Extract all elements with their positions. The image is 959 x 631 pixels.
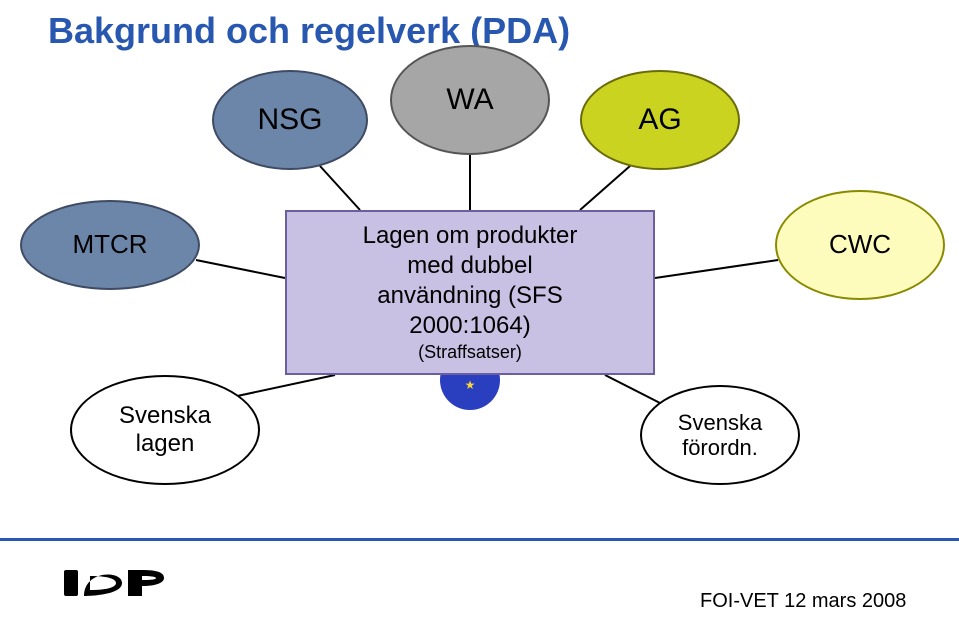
node-ag: AG <box>580 70 740 170</box>
node-label: WA <box>446 83 493 118</box>
node-label: Svenskalagen <box>119 402 211 457</box>
footer-text: FOI-VET 12 mars 2008 <box>700 590 906 613</box>
center-line-4: 2000:1064) <box>409 311 530 341</box>
node-label: NSG <box>257 103 322 138</box>
node-svenska-forordn: Svenskaförordn. <box>640 385 800 485</box>
center-line-2: med dubbel <box>407 251 532 281</box>
center-line-1: Lagen om produkter <box>363 221 578 251</box>
node-label: AG <box>638 103 681 138</box>
slide: Bakgrund och regelverk (PDA) ★ NSG WA AG… <box>0 0 959 631</box>
isp-logo <box>60 560 180 605</box>
page-title: Bakgrund och regelverk (PDA) <box>48 10 570 52</box>
node-wa: WA <box>390 45 550 155</box>
node-mtcr: MTCR <box>20 200 200 290</box>
node-label: MTCR <box>72 230 147 260</box>
node-label: Svenskaförordn. <box>678 410 762 461</box>
footer-divider <box>0 538 959 541</box>
center-line-sub: (Straffsatser) <box>418 341 522 364</box>
center-line-3: användning (SFS <box>377 281 562 311</box>
node-svenska-lagen: Svenskalagen <box>70 375 260 485</box>
center-law-box: Lagen om produkter med dubbel användning… <box>285 210 655 375</box>
node-cwc: CWC <box>775 190 945 300</box>
node-nsg: NSG <box>212 70 368 170</box>
node-label: CWC <box>829 230 891 260</box>
